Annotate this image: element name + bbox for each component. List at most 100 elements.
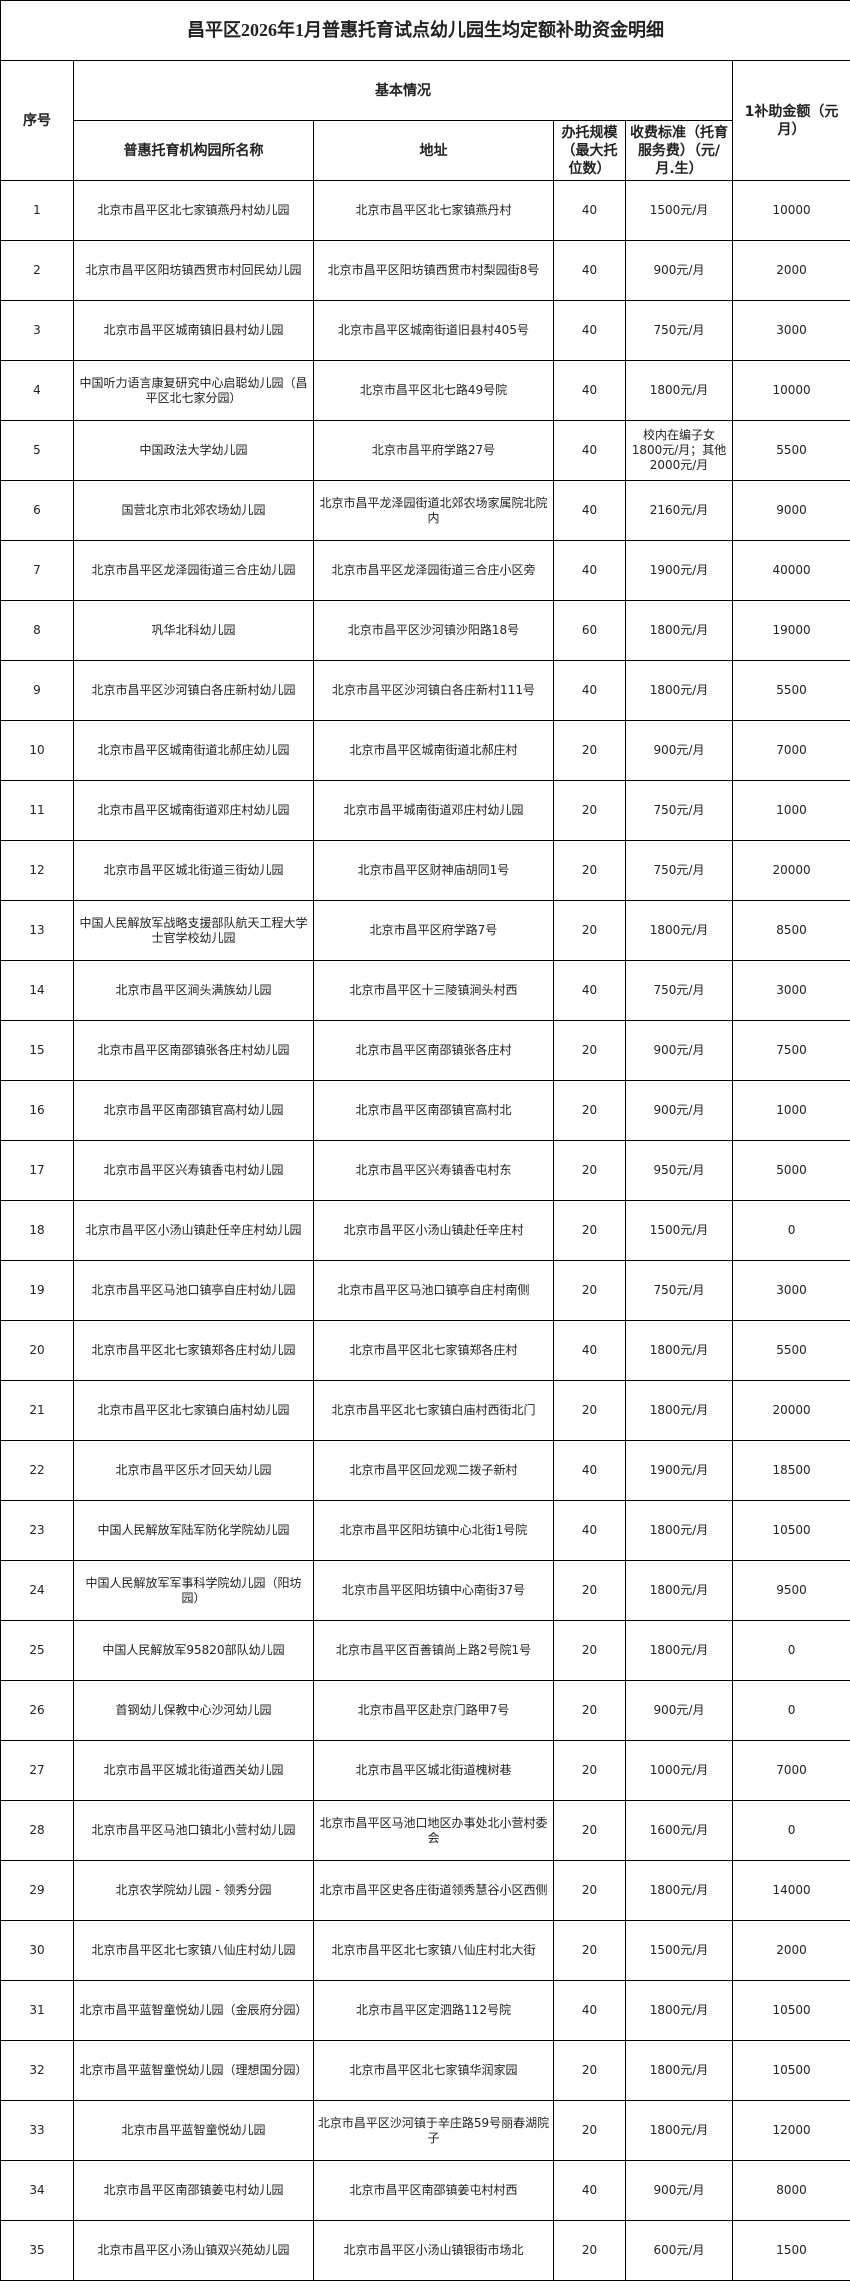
capacity-cell: 20	[553, 780, 626, 841]
seq-cell: 5	[0, 420, 74, 481]
address-cell: 北京市昌平区沙河镇于辛庄路59号丽春湖院子	[313, 2100, 554, 2161]
amount-cell: 18500	[731, 1440, 850, 1501]
fee-cell: 1800元/月	[625, 900, 733, 961]
amount-cell: 20000	[731, 840, 850, 901]
table-row: 33 北京市昌平蓝智童悦幼儿园 北京市昌平区沙河镇于辛庄路59号丽春湖院子 20 180…	[0, 2100, 850, 2161]
capacity-cell: 40	[553, 240, 626, 301]
fee-cell: 950元/月	[625, 1140, 733, 1201]
capacity-cell: 40	[553, 480, 626, 541]
amount-cell: 9000	[731, 480, 850, 541]
capacity-cell: 20	[553, 1020, 626, 1081]
capacity-cell: 20	[553, 1380, 626, 1441]
table-row: 14 北京市昌平区涧头满族幼儿园 北京市昌平区十三陵镇涧头村西 40 750元/月 300…	[0, 960, 850, 1021]
address-cell: 北京市昌平城南街道邓庄村幼儿园	[313, 780, 554, 841]
address-cell: 北京市昌平区阳坊镇中心北街1号院	[313, 1500, 554, 1561]
name-cell: 北京市昌平区北七家镇白庙村幼儿园	[73, 1380, 314, 1441]
address-cell: 北京市昌平区阳坊镇西贯市村梨园街8号	[313, 240, 554, 301]
capacity-cell: 40	[553, 2160, 626, 2221]
name-cell: 北京市昌平蓝智童悦幼儿园	[73, 2100, 314, 2161]
address-cell: 北京市昌平区史各庄街道领秀慧谷小区西侧	[313, 1860, 554, 1921]
seq-cell: 17	[0, 1140, 74, 1201]
name-cell: 北京市昌平蓝智童悦幼儿园（理想国分园）	[73, 2040, 314, 2101]
name-cell: 中国人民解放军军事科学院幼儿园（阳坊园）	[73, 1560, 314, 1621]
amount-cell: 3000	[731, 960, 850, 1021]
seq-cell: 14	[0, 960, 74, 1021]
fee-cell: 1600元/月	[625, 1800, 733, 1861]
name-cell: 北京市昌平区阳坊镇西贯市村回民幼儿园	[73, 240, 314, 301]
capacity-cell: 20	[553, 2040, 626, 2101]
address-cell: 北京市昌平区小汤山镇赴任辛庄村	[313, 1200, 554, 1261]
capacity-cell: 20	[553, 900, 626, 961]
table-body: 1 北京市昌平区北七家镇燕丹村幼儿园 北京市昌平区北七家镇燕丹村 40 1500元/月 1…	[0, 180, 850, 2281]
table-row: 18 北京市昌平区小汤山镇赴任辛庄村幼儿园 北京市昌平区小汤山镇赴任辛庄村 20 150…	[0, 1200, 850, 1261]
address-cell: 北京市昌平区百善镇尚上路2号院1号	[313, 1620, 554, 1681]
address-cell: 北京市昌平区沙河镇沙阳路18号	[313, 600, 554, 661]
table-row: 22 北京市昌平区乐才回天幼儿园 北京市昌平区回龙观二拨子新村 40 1900元/月 18…	[0, 1440, 850, 1501]
amount-cell: 10500	[731, 1500, 850, 1561]
name-cell: 中国人民解放军战略支援部队航天工程大学士官学校幼儿园	[73, 900, 314, 961]
name-cell: 北京市昌平区沙河镇白各庄新村幼儿园	[73, 660, 314, 721]
seq-cell: 8	[0, 600, 74, 661]
capacity-cell: 40	[553, 660, 626, 721]
address-cell: 北京市昌平区北七家镇郑各庄村	[313, 1320, 554, 1381]
fee-cell: 1800元/月	[625, 2040, 733, 2101]
seq-cell: 32	[0, 2040, 74, 2101]
name-cell: 北京市昌平区小汤山镇赴任辛庄村幼儿园	[73, 1200, 314, 1261]
amount-cell: 5500	[731, 420, 850, 481]
amount-cell: 10000	[731, 180, 850, 241]
name-cell: 巩华北科幼儿园	[73, 600, 314, 661]
fee-cell: 1800元/月	[625, 1860, 733, 1921]
amount-cell: 1000	[731, 1080, 850, 1141]
address-cell: 北京市昌平区城南街道旧县村405号	[313, 300, 554, 361]
table-row: 21 北京市昌平区北七家镇白庙村幼儿园 北京市昌平区北七家镇白庙村西街北门 20 180…	[0, 1380, 850, 1441]
address-cell: 北京市昌平区龙泽园街道三合庄小区旁	[313, 540, 554, 601]
name-cell: 北京市昌平区马池口镇亭自庄村幼儿园	[73, 1260, 314, 1321]
capacity-cell: 20	[553, 1680, 626, 1741]
name-cell: 北京农学院幼儿园 - 领秀分园	[73, 1860, 314, 1921]
seq-cell: 26	[0, 1680, 74, 1741]
amount-cell: 8000	[731, 2160, 850, 2221]
address-cell: 北京市昌平区城北街道槐树巷	[313, 1740, 554, 1801]
capacity-cell: 40	[553, 1320, 626, 1381]
amount-cell: 0	[731, 1200, 850, 1261]
name-cell: 中国人民解放军95820部队幼儿园	[73, 1620, 314, 1681]
seq-cell: 29	[0, 1860, 74, 1921]
name-cell: 北京市昌平区兴寿镇香屯村幼儿园	[73, 1140, 314, 1201]
address-cell: 北京市昌平区小汤山镇银街市场北	[313, 2220, 554, 2281]
fee-cell: 1900元/月	[625, 1440, 733, 1501]
header-seq: 序号	[0, 60, 74, 181]
amount-cell: 5500	[731, 660, 850, 721]
amount-cell: 0	[731, 1680, 850, 1741]
address-cell: 北京市昌平区南邵镇张各庄村	[313, 1020, 554, 1081]
table-row: 6 国营北京市北郊农场幼儿园 北京市昌平龙泽园街道北郊农场家属院北院内 40 2160元…	[0, 480, 850, 541]
name-cell: 北京市昌平区城南街道北郝庄幼儿园	[73, 720, 314, 781]
amount-cell: 10500	[731, 2040, 850, 2101]
header-address: 地址	[313, 120, 554, 181]
fee-cell: 1800元/月	[625, 360, 733, 421]
address-cell: 北京市昌平区马池口镇亭自庄村南侧	[313, 1260, 554, 1321]
table-row: 15 北京市昌平区南邵镇张各庄村幼儿园 北京市昌平区南邵镇张各庄村 20 900元/月 7…	[0, 1020, 850, 1081]
address-cell: 北京市昌平区北七路49号院	[313, 360, 554, 421]
name-cell: 中国人民解放军陆军防化学院幼儿园	[73, 1500, 314, 1561]
capacity-cell: 20	[553, 1920, 626, 1981]
address-cell: 北京市昌平区南邵镇姜屯村村西	[313, 2160, 554, 2221]
fee-cell: 750元/月	[625, 1260, 733, 1321]
table-row: 9 北京市昌平区沙河镇白各庄新村幼儿园 北京市昌平区沙河镇白各庄新村111号 40 18…	[0, 660, 850, 721]
name-cell: 北京市昌平区城南街道邓庄村幼儿园	[73, 780, 314, 841]
name-cell: 北京市昌平蓝智童悦幼儿园（金辰府分园）	[73, 1980, 314, 2041]
seq-cell: 6	[0, 480, 74, 541]
capacity-cell: 20	[553, 1560, 626, 1621]
capacity-cell: 20	[553, 1860, 626, 1921]
seq-cell: 31	[0, 1980, 74, 2041]
address-cell: 北京市昌平区北七家镇华润家园	[313, 2040, 554, 2101]
name-cell: 北京市昌平区北七家镇郑各庄村幼儿园	[73, 1320, 314, 1381]
fee-cell: 1900元/月	[625, 540, 733, 601]
fee-cell: 1800元/月	[625, 1620, 733, 1681]
name-cell: 中国听力语言康复研究中心启聪幼儿园（昌平区北七家分园）	[73, 360, 314, 421]
amount-cell: 7000	[731, 1740, 850, 1801]
capacity-cell: 40	[553, 360, 626, 421]
fee-cell: 1800元/月	[625, 1500, 733, 1561]
name-cell: 北京市昌平区城北街道西关幼儿园	[73, 1740, 314, 1801]
amount-cell: 1500	[731, 2220, 850, 2281]
name-cell: 北京市昌平区城南镇旧县村幼儿园	[73, 300, 314, 361]
